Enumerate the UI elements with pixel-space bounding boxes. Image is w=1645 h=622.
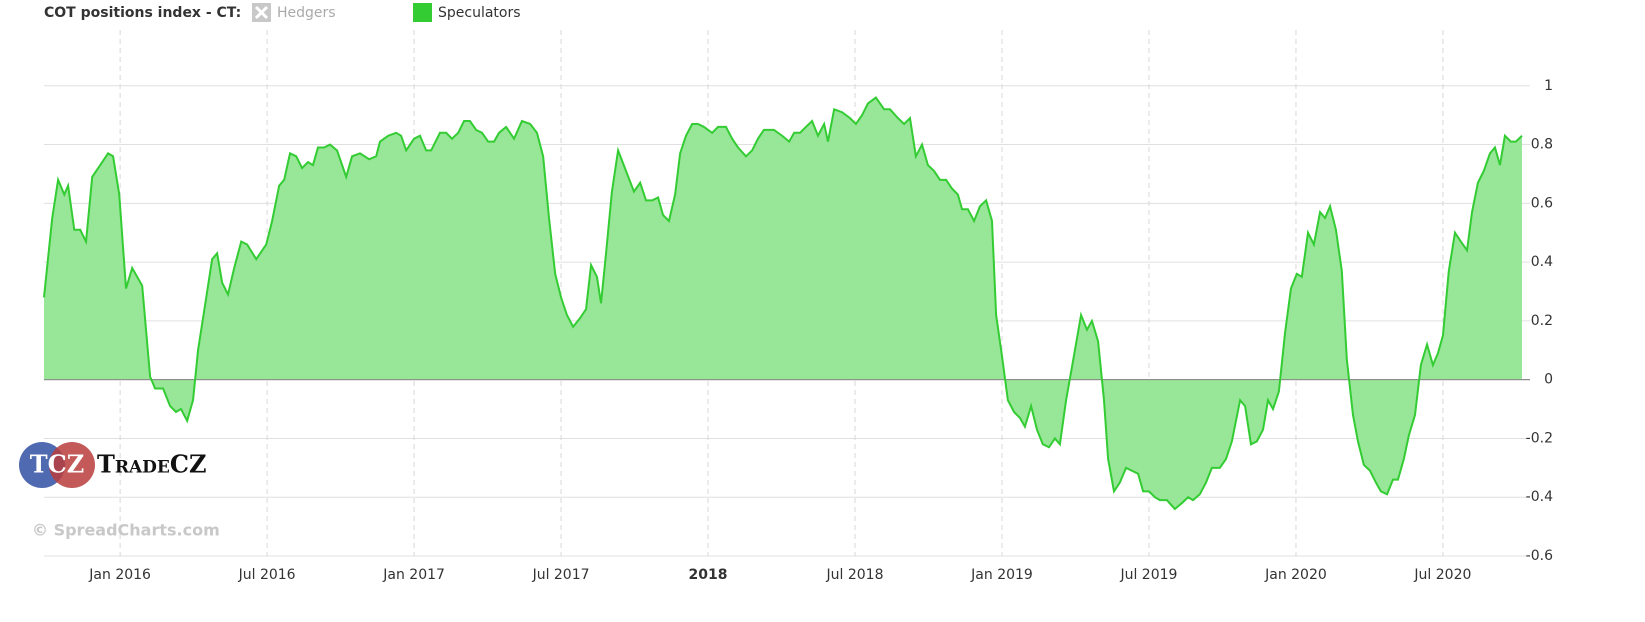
x-tick-label: Jan 2020	[1264, 567, 1327, 583]
legend-label: Hedgers	[277, 5, 336, 21]
legend-item[interactable]: Speculators	[413, 3, 521, 22]
y-tick-label: 1	[1544, 78, 1553, 94]
x-tick-label: 2018	[689, 567, 728, 583]
x-tick-label: Jul 2017	[532, 567, 590, 583]
y-tick-label: 0.4	[1531, 254, 1553, 270]
credit: © SpreadCharts.com	[32, 521, 220, 540]
x-tick-label: Jul 2016	[238, 567, 296, 583]
y-tick-label: 0.8	[1531, 137, 1553, 153]
x-tick-label: Jan 2016	[88, 567, 151, 583]
line	[43, 96, 1523, 511]
x-tick-label: Jul 2019	[1119, 567, 1177, 583]
logo-initials: TCZ	[30, 450, 84, 479]
logo-text: TradeCZ	[97, 450, 207, 479]
y-tick-label: -0.4	[1526, 489, 1553, 505]
legend-label: Speculators	[438, 5, 521, 21]
y-tick-label: 0.2	[1531, 313, 1553, 329]
x-tick-label: Jul 2020	[1413, 567, 1471, 583]
y-tick-label: -0.6	[1526, 548, 1553, 564]
x-tick-label: Jul 2018	[826, 567, 884, 583]
legend-title: COT positions index - CT:	[44, 5, 241, 21]
y-tick-label: 0	[1544, 372, 1553, 388]
y-tick-label: 0.6	[1531, 195, 1553, 211]
x-tick-label: Jan 2017	[382, 567, 445, 583]
logo: TCZ TradeCZ	[19, 442, 207, 488]
logo-circle	[49, 442, 95, 488]
area	[44, 97, 1522, 509]
legend-item[interactable]: Hedgers	[252, 3, 336, 22]
legend-cross	[254, 5, 269, 20]
legend-swatch	[413, 3, 432, 22]
y-tick-label: -0.2	[1526, 430, 1553, 446]
x-tick-label: Jan 2019	[970, 567, 1033, 583]
